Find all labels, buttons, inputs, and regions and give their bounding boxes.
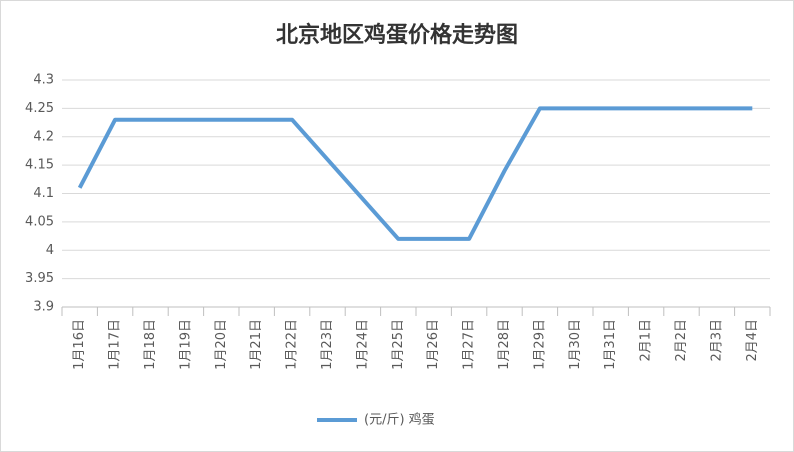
y-tick-label: 4 <box>46 243 54 258</box>
y-tick-label: 4.2 <box>33 129 54 144</box>
x-tick-label: 1月18日 <box>143 319 158 370</box>
x-tick-label: 1月28日 <box>497 319 512 370</box>
y-tick-label: 4.15 <box>25 158 54 173</box>
x-tick-label: 1月29日 <box>532 319 547 370</box>
y-tick-label: 3.9 <box>33 300 54 315</box>
y-tick-label: 3.95 <box>25 271 54 286</box>
x-tick-label: 2月2日 <box>674 319 689 362</box>
x-tick-label: 1月17日 <box>108 319 123 370</box>
x-tick-label: 1月16日 <box>72 319 87 370</box>
x-tick-label: 2月4日 <box>745 319 760 362</box>
x-tick-label: 1月19日 <box>178 319 193 370</box>
x-tick-label: 1月22日 <box>285 319 300 370</box>
x-tick-label: 2月3日 <box>709 319 724 362</box>
x-tick-label: 1月31日 <box>603 319 618 370</box>
x-tick-label: 1月20日 <box>214 319 229 370</box>
chart-title: 北京地区鸡蛋价格走势图 <box>276 22 518 48</box>
x-tick-label: 2月1日 <box>639 319 654 362</box>
x-tick-label: 1月26日 <box>426 319 441 370</box>
legend-label: (元/斤) 鸡蛋 <box>364 412 435 428</box>
x-tick-label: 1月23日 <box>320 319 335 370</box>
x-tick-label: 1月27日 <box>462 319 477 370</box>
y-tick-label: 4.1 <box>33 186 54 201</box>
line-series <box>77 106 753 241</box>
x-tick-label: 1月25日 <box>391 319 406 370</box>
x-tick-label: 1月21日 <box>249 319 264 370</box>
y-tick-label: 4.05 <box>25 214 54 229</box>
y-tick-label: 4.25 <box>25 101 54 116</box>
x-tick-label: 1月24日 <box>355 319 370 370</box>
y-tick-label: 4.3 <box>33 73 54 88</box>
x-tick-label: 1月30日 <box>568 319 583 370</box>
